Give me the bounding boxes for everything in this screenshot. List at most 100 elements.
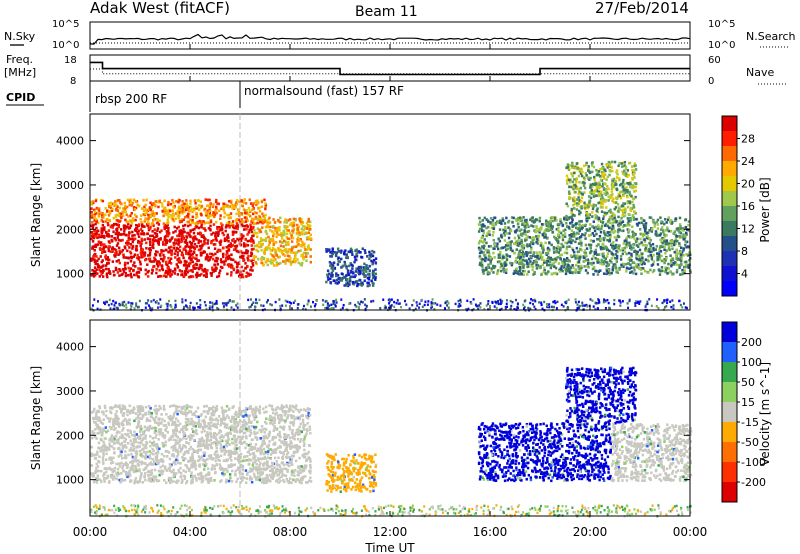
range-gate-cell [199, 212, 203, 216]
range-gate-cell [168, 273, 172, 276]
range-gate-cell [191, 207, 194, 211]
range-gate-cell [360, 300, 363, 303]
range-gate-cell [144, 208, 148, 211]
range-gate-cell [343, 284, 346, 287]
range-gate-cell [674, 217, 678, 220]
range-gate-cell [594, 248, 598, 252]
range-gate-cell [642, 223, 645, 227]
range-gate-cell [515, 256, 518, 260]
range-gate-cell [573, 183, 576, 187]
range-gate-cell [573, 207, 576, 210]
range-gate-cell [268, 216, 271, 220]
range-gate-cell [195, 253, 198, 257]
range-gate-cell [532, 302, 535, 306]
range-gate-cell [266, 263, 269, 267]
range-gate-cell [355, 305, 358, 308]
range-gate-cell [679, 262, 683, 266]
range-gate-cell [346, 281, 349, 285]
range-gate-cell [219, 269, 222, 272]
range-gate-cell [553, 216, 557, 220]
range-gate-cell [95, 220, 98, 224]
range-gate-cell [240, 213, 244, 217]
range-gate-cell [565, 202, 568, 206]
range-gate-cell [572, 235, 576, 238]
range-gate-cell [134, 199, 138, 203]
range-gate-cell [289, 251, 293, 254]
range-gate-cell [250, 240, 253, 243]
range-gate-cell [357, 272, 361, 276]
range-gate-cell [483, 238, 487, 241]
range-gate-cell [365, 265, 368, 269]
range-gate-cell [482, 272, 485, 275]
range-gate-cell [618, 248, 622, 252]
range-gate-cell [371, 507, 374, 510]
range-gate-cell [131, 240, 134, 244]
range-gate-cell [531, 268, 534, 272]
range-gate-cell [597, 299, 600, 302]
range-gate-cell [523, 252, 526, 256]
range-gate-cell [268, 241, 272, 244]
range-gate-cell [292, 221, 296, 225]
range-gate-cell [152, 260, 155, 263]
range-gate-cell [371, 260, 374, 264]
range-gate-cell [226, 233, 230, 237]
range-gate-cell [146, 302, 149, 305]
range-gate-cell [389, 300, 392, 303]
range-gate-cell [282, 508, 285, 511]
range-gate-cell [222, 255, 225, 259]
range-gate-cell [665, 249, 668, 252]
range-gate-cell [374, 272, 378, 276]
range-gate-cell [487, 220, 490, 223]
range-gate-cell [607, 160, 611, 164]
range-gate-cell [192, 251, 196, 254]
range-gate-cell [356, 284, 359, 288]
range-gate-cell [280, 241, 284, 244]
range-gate-cell [374, 261, 378, 265]
range-gate-cell [192, 208, 196, 212]
range-gate-cell [291, 247, 294, 251]
range-gate-cell [109, 201, 113, 205]
range-gate-cell [520, 244, 523, 248]
range-gate-cell [239, 237, 242, 241]
range-gate-cell [546, 259, 550, 263]
range-gate-cell [304, 232, 307, 235]
range-gate-cell [358, 278, 361, 282]
range-gate-cell [226, 251, 229, 255]
range-gate-cell [181, 199, 184, 203]
range-gate-cell [245, 249, 248, 252]
range-gate-cell [501, 256, 505, 259]
range-gate-cell [454, 302, 457, 306]
range-gate-cell [102, 505, 105, 509]
range-gate-cell [253, 211, 257, 214]
range-gate-cell [584, 223, 587, 227]
range-gate-cell [246, 265, 249, 269]
range-gate-cell [307, 217, 310, 221]
range-gate-cell [280, 251, 284, 255]
range-gate-cell [639, 268, 643, 272]
range-gate-cell [95, 268, 98, 271]
range-gate-cell [226, 272, 229, 276]
range-gate-cell [523, 300, 526, 303]
range-gate-cell [578, 229, 581, 233]
range-gate-cell [602, 242, 605, 246]
range-gate-cell [592, 265, 596, 269]
range-gate-cell [611, 181, 614, 184]
range-gate-cell [205, 257, 208, 261]
range-gate-cell [612, 263, 615, 266]
range-gate-cell [325, 280, 328, 284]
range-gate-cell [628, 185, 632, 189]
range-gate-cell [262, 221, 265, 224]
range-gate-cell [551, 216, 554, 219]
range-gate-cell [250, 220, 253, 223]
range-gate-cell [589, 176, 592, 180]
range-gate-cell [533, 272, 536, 275]
range-gate-cell [219, 217, 222, 221]
range-gate-cell [556, 255, 559, 259]
range-gate-cell [198, 231, 202, 235]
range-gate-cell [557, 226, 560, 229]
range-gate-cell [284, 250, 288, 253]
range-gate-cell [93, 210, 97, 213]
range-gate-cell [509, 261, 512, 265]
range-gate-cell [558, 270, 562, 273]
